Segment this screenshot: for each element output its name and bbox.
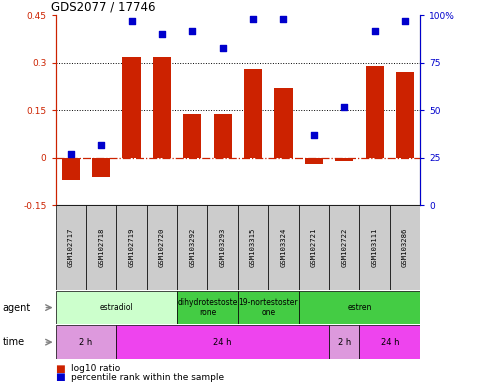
Point xyxy=(97,142,105,148)
Point xyxy=(371,28,379,34)
Text: GSM102717: GSM102717 xyxy=(68,228,74,267)
Bar xyxy=(56,291,177,324)
Bar xyxy=(238,291,298,324)
Bar xyxy=(305,158,323,164)
Bar xyxy=(298,291,420,324)
Text: estradiol: estradiol xyxy=(99,303,133,312)
Bar xyxy=(122,56,141,158)
Bar xyxy=(329,205,359,290)
Text: GSM103324: GSM103324 xyxy=(281,228,286,267)
Bar xyxy=(213,114,232,158)
Text: 2 h: 2 h xyxy=(79,338,93,347)
Bar xyxy=(238,205,268,290)
Bar xyxy=(153,56,171,158)
Point xyxy=(280,16,287,22)
Text: 24 h: 24 h xyxy=(213,338,232,347)
Bar xyxy=(396,73,414,158)
Text: ■: ■ xyxy=(56,364,65,374)
Bar xyxy=(274,88,293,158)
Text: GSM102719: GSM102719 xyxy=(128,228,135,267)
Point xyxy=(310,132,318,138)
Point xyxy=(158,31,166,38)
Point xyxy=(128,18,135,24)
Point xyxy=(67,151,74,157)
Bar xyxy=(366,66,384,158)
Text: GSM103286: GSM103286 xyxy=(402,228,408,267)
Text: GSM103315: GSM103315 xyxy=(250,228,256,267)
Text: 2 h: 2 h xyxy=(338,338,351,347)
Bar xyxy=(86,205,116,290)
Bar xyxy=(329,325,359,359)
Text: time: time xyxy=(2,337,25,347)
Text: agent: agent xyxy=(2,303,30,313)
Text: GSM102722: GSM102722 xyxy=(341,228,347,267)
Bar xyxy=(298,205,329,290)
Bar xyxy=(56,325,116,359)
Point xyxy=(219,45,227,51)
Text: 19-nortestoster
one: 19-nortestoster one xyxy=(239,298,298,317)
Text: GSM103111: GSM103111 xyxy=(371,228,378,267)
Bar xyxy=(62,158,80,180)
Bar xyxy=(359,205,390,290)
Bar xyxy=(177,205,208,290)
Text: GSM103292: GSM103292 xyxy=(189,228,195,267)
Bar xyxy=(244,69,262,158)
Bar xyxy=(183,114,201,158)
Bar xyxy=(335,158,354,161)
Text: GSM102721: GSM102721 xyxy=(311,228,317,267)
Bar xyxy=(92,158,110,177)
Text: GSM103293: GSM103293 xyxy=(220,228,226,267)
Bar xyxy=(359,325,420,359)
Text: log10 ratio: log10 ratio xyxy=(71,364,121,373)
Text: ■: ■ xyxy=(56,372,65,382)
Bar xyxy=(116,205,147,290)
Text: GDS2077 / 17746: GDS2077 / 17746 xyxy=(51,0,155,13)
Point xyxy=(188,28,196,34)
Text: 24 h: 24 h xyxy=(381,338,399,347)
Bar xyxy=(56,205,86,290)
Text: percentile rank within the sample: percentile rank within the sample xyxy=(71,372,225,382)
Text: GSM102720: GSM102720 xyxy=(159,228,165,267)
Bar xyxy=(268,205,298,290)
Text: dihydrotestoste
rone: dihydrotestoste rone xyxy=(177,298,238,317)
Bar xyxy=(208,205,238,290)
Bar xyxy=(116,325,329,359)
Bar xyxy=(177,291,238,324)
Bar xyxy=(147,205,177,290)
Bar xyxy=(390,205,420,290)
Text: estren: estren xyxy=(347,303,371,312)
Point xyxy=(401,18,409,24)
Point xyxy=(341,104,348,110)
Text: GSM102718: GSM102718 xyxy=(98,228,104,267)
Point xyxy=(249,16,257,22)
